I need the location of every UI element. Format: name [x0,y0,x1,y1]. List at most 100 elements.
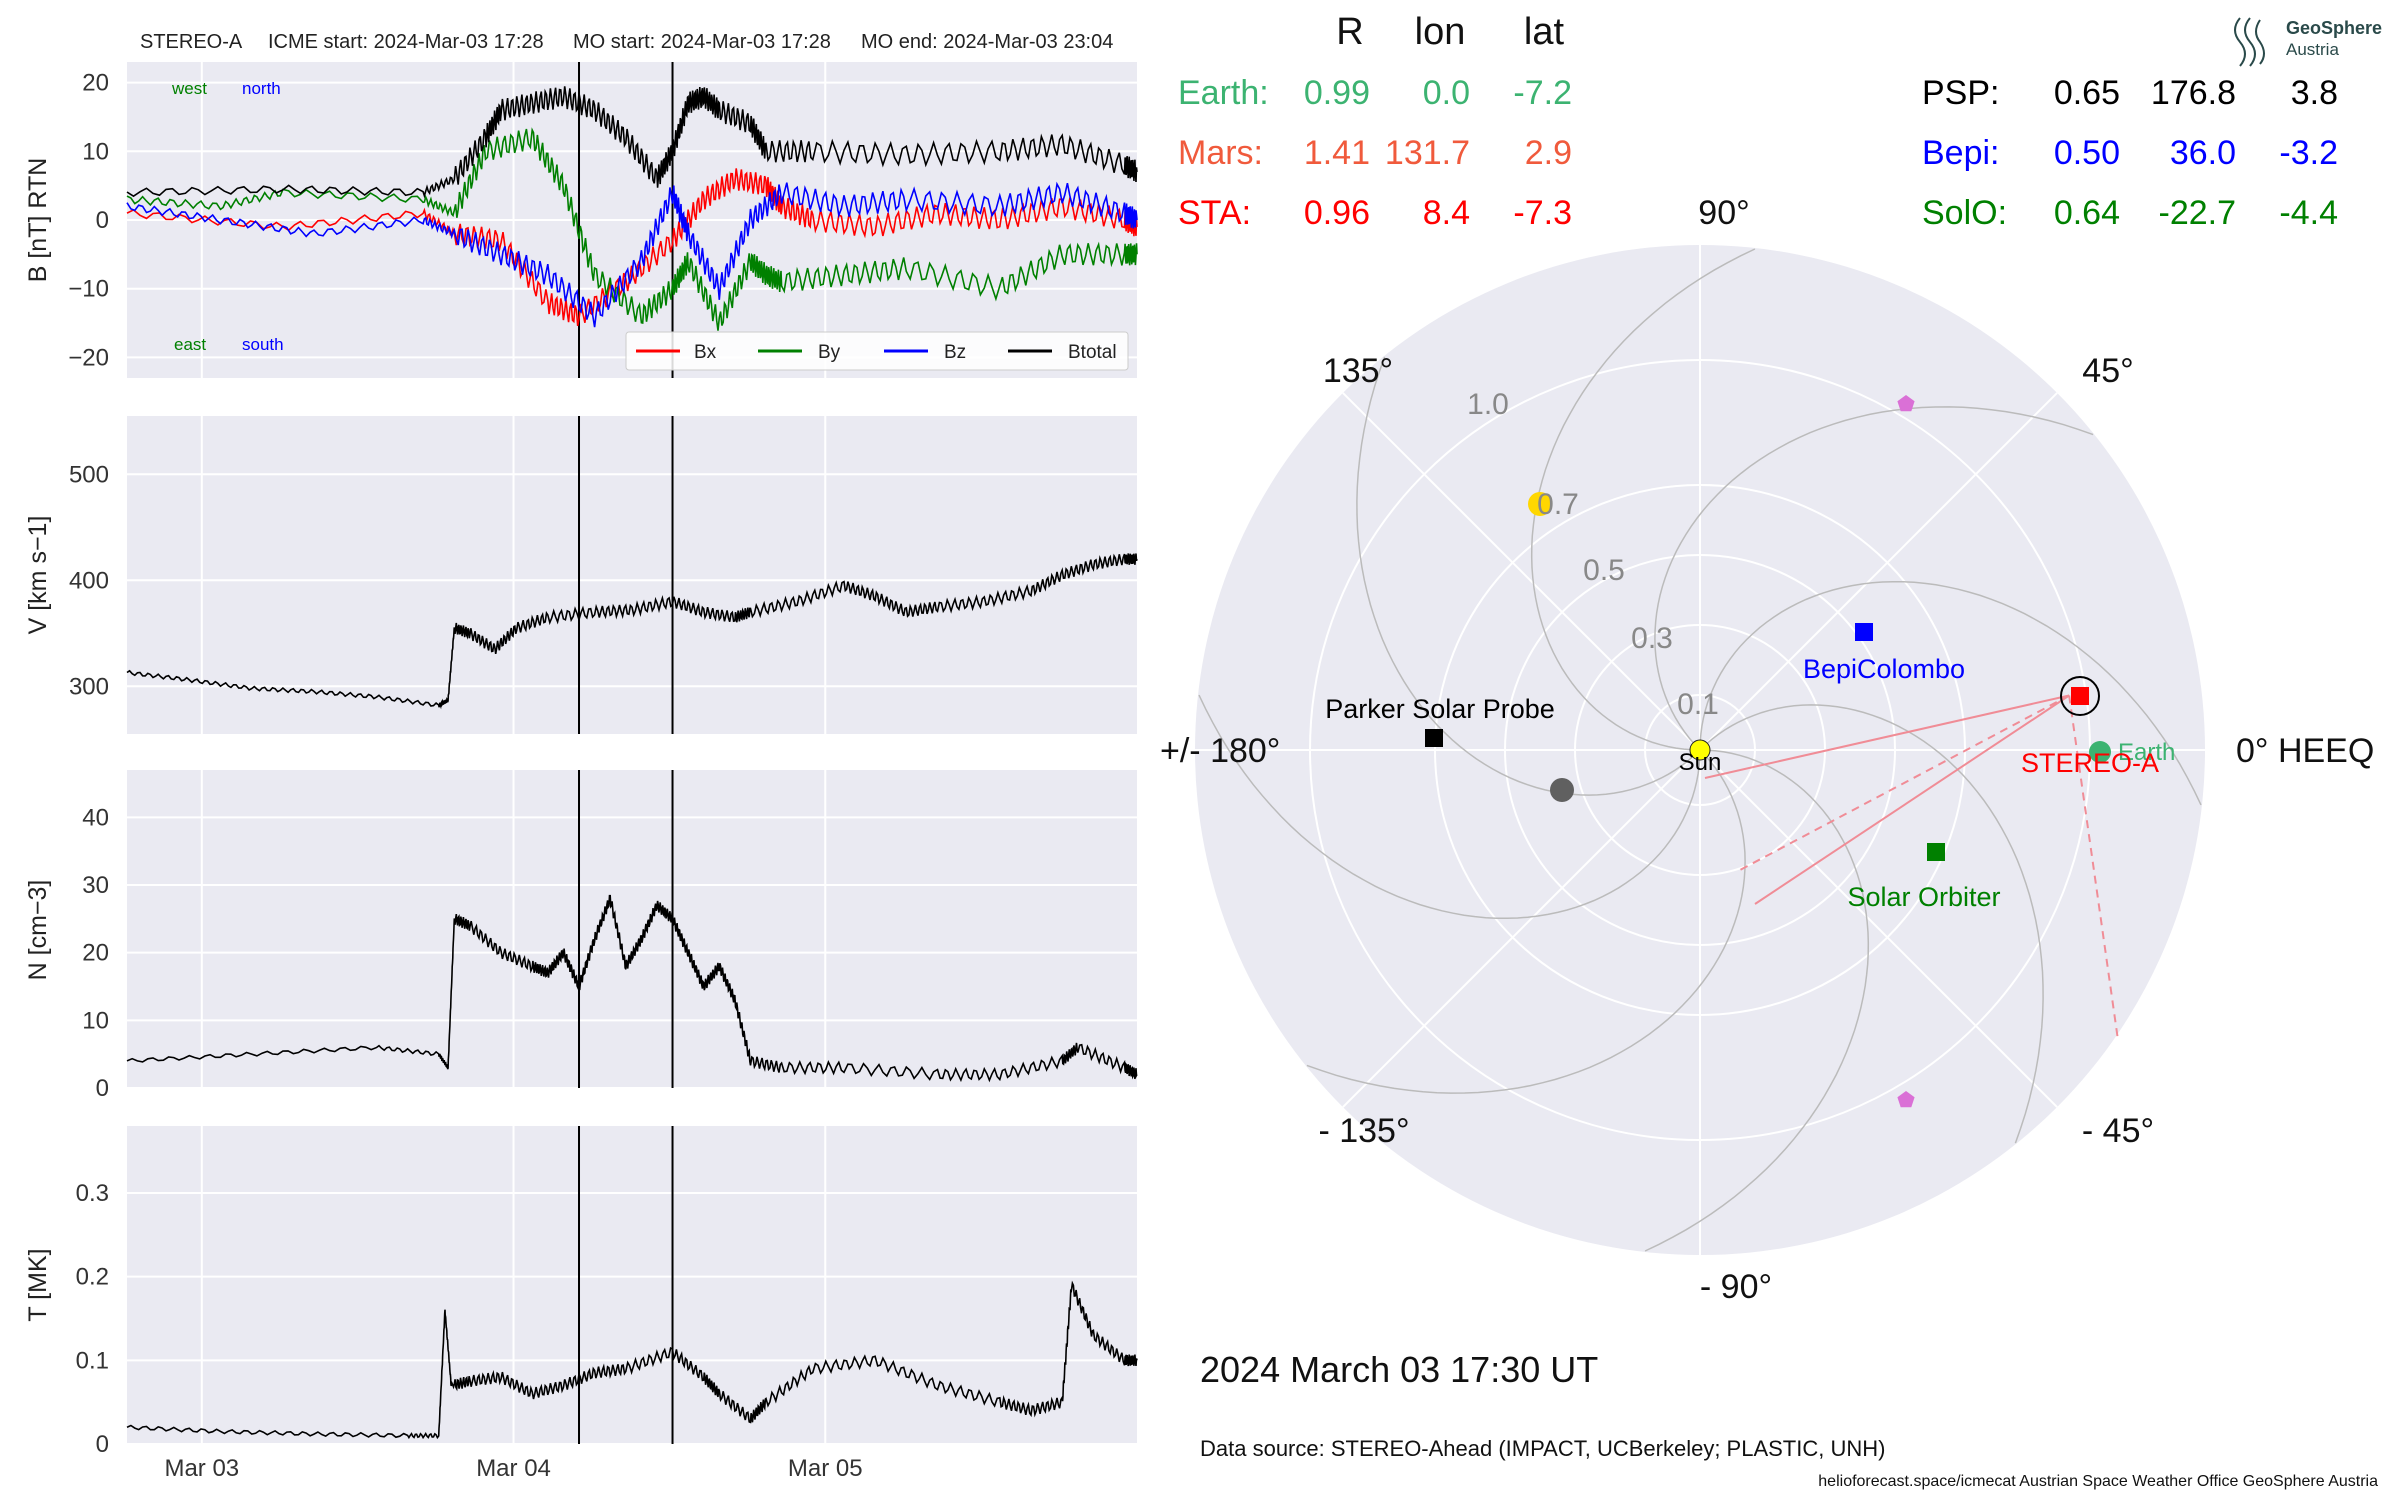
angle-m90: - 90° [1700,1268,1772,1306]
table-left-rows: Earth: 0.99 0.0 -7.2 Mars: 1.41 131.7 2.9 STA: 0.… [1178,74,1572,232]
legend-box [625,331,1129,371]
parker-spiral-7 [1306,749,1746,1094]
radius-0-3: 0.3 [1631,622,1673,655]
panel-n-background [127,770,1137,1088]
bepicolombo-label: BepiColombo [1803,654,1965,684]
parker-spiral-5 [1356,356,1701,796]
table-right-1-0: Bepi: [1922,134,2000,172]
venus-marker [1528,492,1552,516]
logo-mark-icon [2234,17,2265,67]
angle-45: 45° [2082,352,2133,390]
ytick-p2-2: 20 [82,940,109,967]
earth-label: Earth [2118,739,2175,766]
ytick-p3-0: 0 [96,1431,109,1458]
table-left-0-0: Earth: [1178,74,1269,112]
parker-spiral-1 [1699,704,2044,1144]
table-right-2-3: -4.4 [2279,194,2338,232]
sun-marker [1689,739,1711,761]
table-left-1-2: 131.7 [1385,134,1470,172]
ytick-p2-4: 40 [82,804,109,831]
ytick-p3-3: 0.3 [76,1180,109,1207]
ytick-p2-0: 0 [96,1075,109,1102]
parker-spiral-0 [1644,749,1870,1252]
table-right-0-1: 0.65 [2054,74,2120,112]
series-p2-line [126,894,1138,1083]
table-right-0-2: 176.8 [2151,74,2236,112]
ytick-p1-0: 300 [69,673,109,700]
table-right-2-2: -22.7 [2159,194,2237,232]
xtick-1: Mar 04 [476,1455,551,1482]
radius-0-5: 0.5 [1583,554,1625,587]
ytick-p0-4: 20 [82,70,109,97]
ytick-p0-0: −20 [68,344,109,371]
ytick-p0-1: −10 [68,276,109,303]
label-east: east [174,335,206,354]
earth-marker [2089,741,2111,763]
legend-btotal-label: Btotal [1068,342,1117,363]
geosphere-logo: GeoSphere Austria [2234,17,2382,67]
series-p0-bx [126,168,1138,327]
stereo-a-label: STEREO-A [2021,748,2159,778]
polar-plot [1195,245,2205,1255]
label-south: south [242,335,284,354]
table-right-1-1: 0.50 [2054,134,2120,172]
angle-m135: - 135° [1318,1112,1409,1150]
header-spacecraft: STEREO-A [140,31,243,53]
header-mo-start: MO start: 2024-Mar-03 17:28 [573,31,831,53]
sta-connection-line-2 [1739,694,2070,871]
table-header-r: R [1336,11,1363,53]
stereo-a-marker [2071,687,2089,705]
angle-m45: - 45° [2082,1112,2154,1150]
table-left-2-0: STA: [1178,194,1251,232]
table-left-0-3: -7.2 [1513,74,1572,112]
parker-spiral-2 [1699,580,2202,806]
label-north: north [242,79,281,98]
legend-by-label: By [818,342,841,363]
table-left-2-3: -7.3 [1513,194,1572,232]
logo-line2: Austria [2286,40,2339,59]
ytick-p0-3: 10 [82,138,109,165]
l4-marker [1897,1091,1915,1108]
l5-marker [1897,395,1915,412]
parker-spiral-3 [1654,406,2094,751]
data-source-label: Data source: STEREO-Ahead (IMPACT, UCBer… [1200,1436,1885,1461]
b-legend: Bx By Bz Btotal [625,331,1129,371]
polar-spoke-225 [1342,749,1701,1108]
ytick-p1-2: 500 [69,461,109,488]
legend-bz-label: Bz [944,342,966,363]
ylabel-b: B [nT] RTN [24,158,52,283]
angle-135: 135° [1323,352,1393,390]
datetime-label: 2024 March 03 17:30 UT [1200,1349,1598,1390]
logo-line1: GeoSphere [2286,18,2382,38]
parker-spiral-6 [1198,694,1701,920]
stereo-a-highlight-ring [2060,676,2100,716]
table-right-2-1: 0.64 [2054,194,2120,232]
panel-t-background [127,1126,1137,1444]
ylabel-n: N [cm−3] [24,880,52,981]
xtick-0: Mar 03 [164,1455,239,1482]
ytick-p3-1: 0.1 [76,1347,109,1374]
ylabel-v: V [km s−1] [24,516,52,635]
mercury-marker [1550,778,1574,802]
header-icme-start: ICME start: 2024-Mar-03 17:28 [268,31,544,53]
table-left-0-2: 0.0 [1423,74,1470,112]
ytick-p3-2: 0.2 [76,1264,109,1291]
radius-0-1: 0.1 [1677,688,1719,721]
series-p3-line [126,1280,1138,1440]
bepicolombo-marker [1855,623,1873,641]
panel-series [126,62,1138,1444]
series-p0-bz [126,181,1138,328]
table-header-lon: lon [1415,11,1466,53]
table-right-2-0: SolO: [1922,194,2007,232]
series-p0-by [126,127,1138,331]
table-header-lat: lat [1524,11,1565,53]
table-right-1-3: -3.2 [2279,134,2338,172]
legend-bx-label: Bx [694,342,717,363]
header-mo-end: MO end: 2024-Mar-03 23:04 [861,31,1113,53]
series-p1-line [126,553,1138,710]
table-right-rows: PSP: 0.65 176.8 3.8 Bepi: 0.50 36.0 -3.2 SolO: 0.… [1922,74,2338,232]
table-right-1-2: 36.0 [2170,134,2236,172]
sun-label: Sun [1679,749,1722,776]
sta-connection-line-3 [2068,695,2119,1041]
